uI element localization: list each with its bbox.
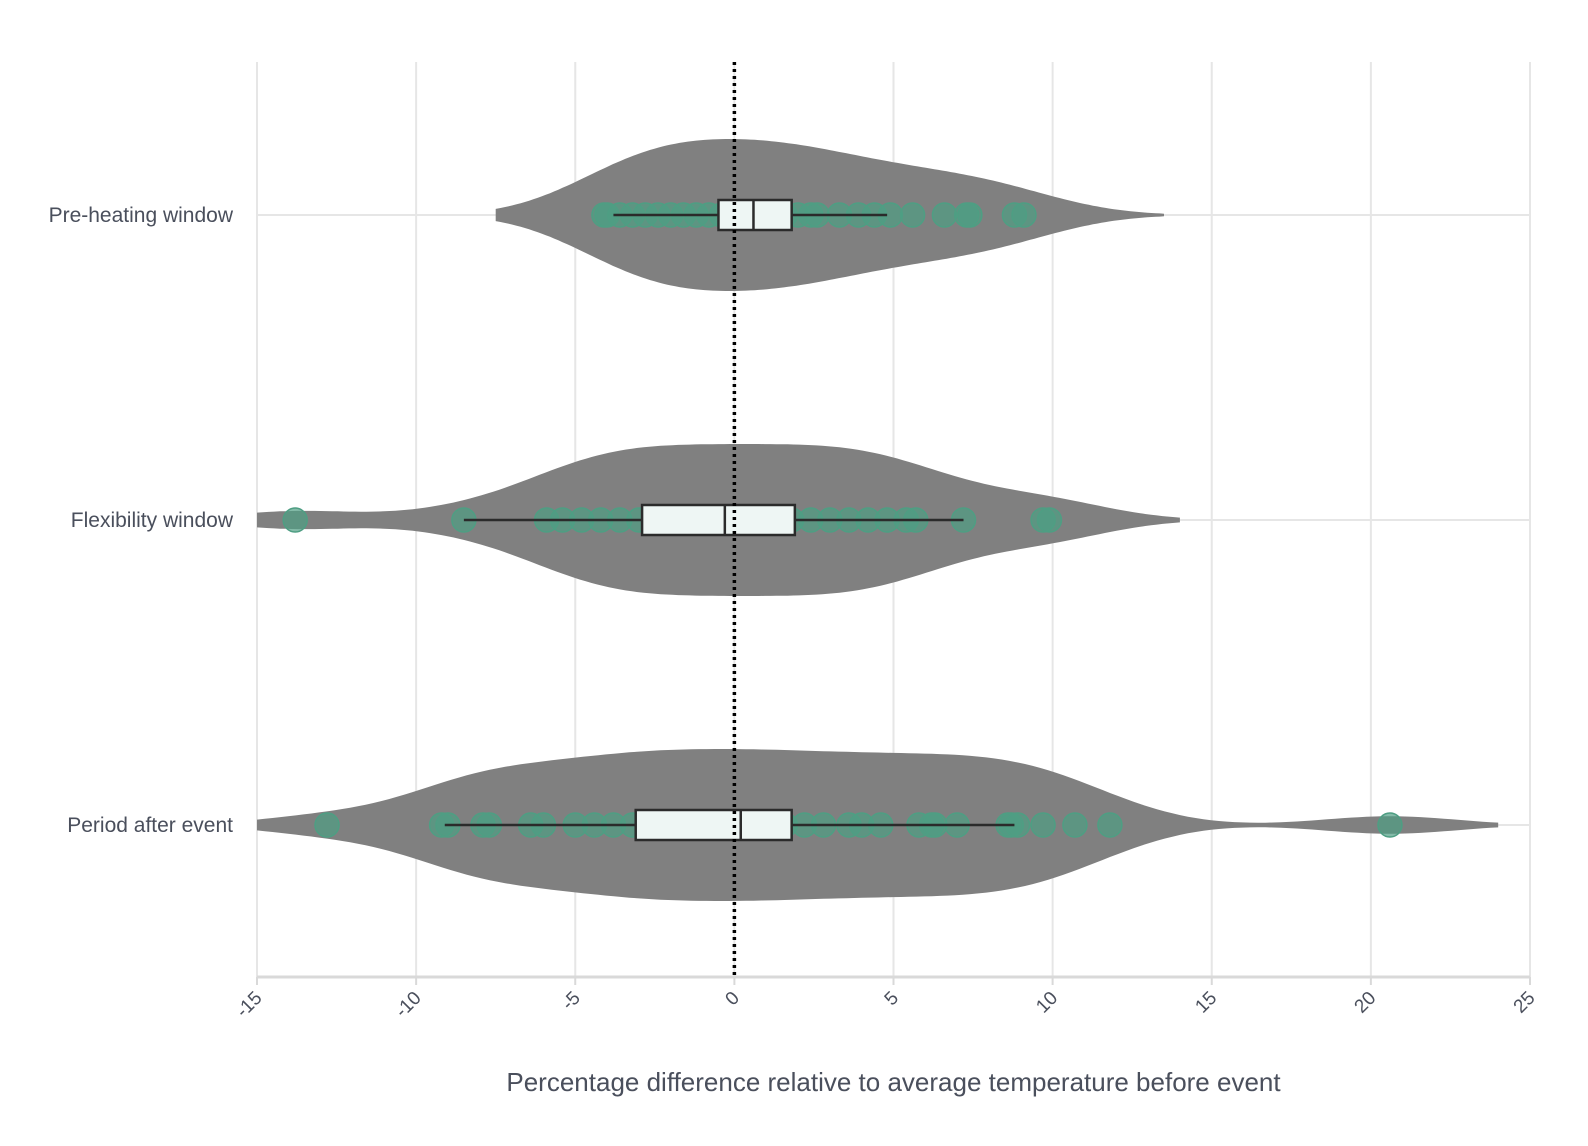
- category-label: Period after event: [67, 814, 233, 837]
- category-label: Pre-heating window: [49, 204, 234, 227]
- category-label: Flexibility window: [71, 509, 234, 532]
- x-tick-label: -15: [232, 988, 266, 1022]
- y-axis-category-labels: Pre-heating window Flexibility window Peri…: [49, 204, 234, 837]
- data-point: [957, 202, 983, 228]
- iqr-box: [717, 198, 793, 232]
- iqr-box: [640, 503, 797, 537]
- iqr-box: [634, 808, 793, 842]
- x-tick-label: 10: [1032, 988, 1062, 1018]
- data-point: [931, 202, 958, 228]
- data-point: [1097, 812, 1123, 838]
- boxplots: [444, 198, 1015, 842]
- x-tick-label: 5: [881, 988, 903, 1010]
- data-point: [1062, 812, 1088, 838]
- x-tick-label: 0: [722, 988, 744, 1010]
- data-point: [1030, 812, 1056, 838]
- x-tick-label: -10: [391, 988, 425, 1022]
- x-tick-label: -5: [558, 988, 585, 1015]
- data-point: [282, 507, 308, 533]
- data-point: [899, 202, 926, 228]
- x-axis-title: Percentage difference relative to averag…: [506, 1067, 1281, 1097]
- x-axis-ticks: -15 -10 -5 0 5 10 15 20 25: [232, 977, 1540, 1022]
- x-tick-label: 20: [1351, 988, 1381, 1018]
- data-point: [1377, 812, 1403, 838]
- x-tick-label: 25: [1510, 988, 1540, 1018]
- data-point: [314, 812, 340, 838]
- data-point: [1011, 202, 1037, 228]
- data-point: [1036, 507, 1063, 533]
- x-tick-label: 15: [1191, 988, 1221, 1018]
